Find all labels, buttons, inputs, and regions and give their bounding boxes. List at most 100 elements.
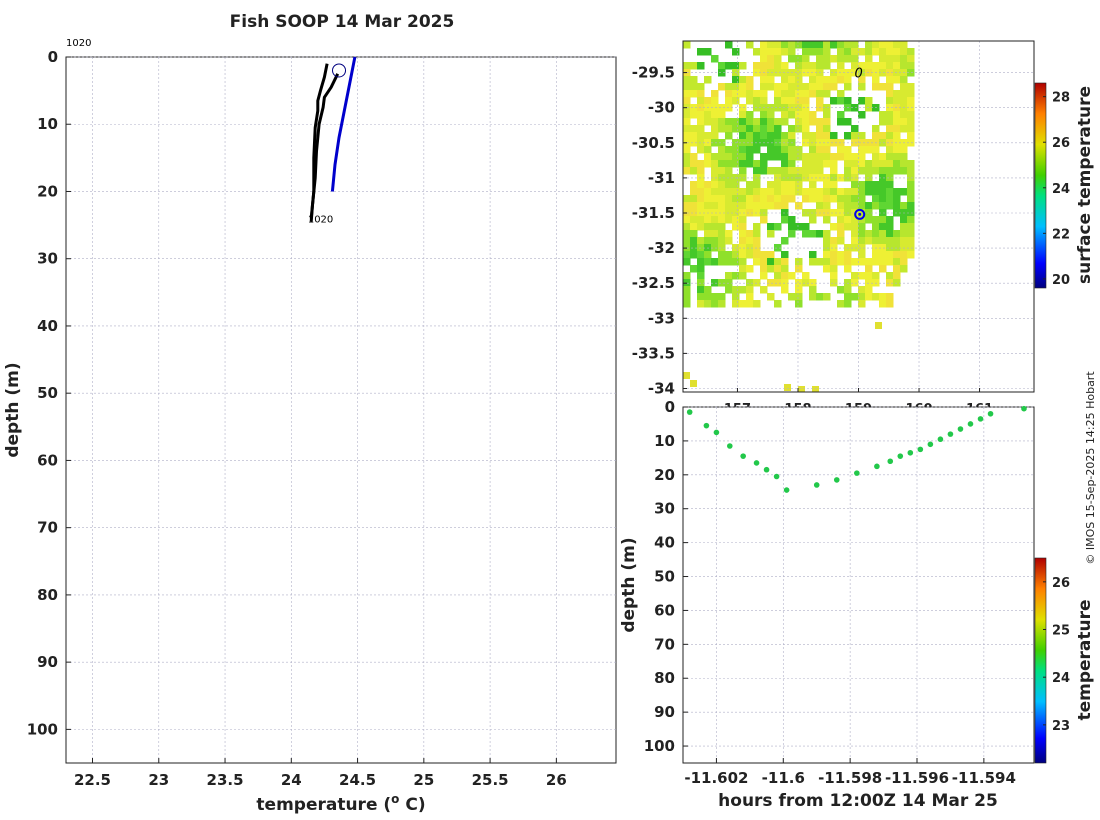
sst-cell xyxy=(872,230,880,238)
sst-cell xyxy=(718,62,726,70)
sst-cell xyxy=(732,118,740,126)
sst-cell xyxy=(823,153,831,161)
scatter-point xyxy=(753,460,760,466)
sst-cell xyxy=(858,293,866,301)
sst-cell xyxy=(711,174,719,182)
sst-cell xyxy=(718,125,726,133)
sst-cell xyxy=(865,286,873,294)
sst-cell xyxy=(886,174,894,182)
sst-cell xyxy=(739,90,747,98)
sst-cell xyxy=(830,237,838,245)
sst-cell xyxy=(900,41,908,49)
sst-cell xyxy=(725,62,733,70)
sst-cell xyxy=(893,125,901,133)
sst-cell xyxy=(697,300,705,308)
scatter-point xyxy=(957,426,964,432)
sst-cell xyxy=(823,41,831,49)
sst-cell xyxy=(872,272,880,280)
sst-cell xyxy=(886,195,894,203)
sst-cell xyxy=(823,48,831,56)
sst-cell xyxy=(753,300,761,308)
sst-cell xyxy=(837,216,845,224)
sst-cell xyxy=(907,188,915,196)
sst-cell xyxy=(893,160,901,168)
sst-cell xyxy=(830,223,838,231)
sst-cell xyxy=(697,132,705,140)
sst-cell xyxy=(886,251,894,259)
sst-cell xyxy=(781,97,789,105)
scatter-y-tick-label: 10 xyxy=(654,432,675,450)
sst-cell xyxy=(858,258,866,266)
sst-cell xyxy=(788,83,796,91)
sst-cell xyxy=(725,125,733,133)
sst-cell xyxy=(837,153,845,161)
sst-cell xyxy=(732,258,740,266)
sst-cell xyxy=(893,90,901,98)
sst-cell xyxy=(690,380,697,387)
sst-cell xyxy=(900,244,908,252)
sst-cell xyxy=(886,125,894,133)
sst-cell xyxy=(844,97,852,105)
sst-cell xyxy=(718,209,726,217)
sst-cell xyxy=(690,237,698,245)
sst-cell xyxy=(858,202,866,210)
sst-cell xyxy=(830,272,838,280)
sst-cell xyxy=(732,76,740,84)
sst-cell xyxy=(746,209,754,217)
sst-cell xyxy=(886,83,894,91)
sst-cell xyxy=(858,223,866,231)
sst-cell xyxy=(900,90,908,98)
sst-cell xyxy=(823,132,831,140)
colorbar-tick-label: 23 xyxy=(1052,719,1070,734)
sst-cell xyxy=(704,181,712,189)
scatter-point xyxy=(703,422,710,429)
sst-cell xyxy=(683,258,691,266)
sst-cell xyxy=(725,167,733,175)
sst-cell xyxy=(753,146,761,154)
sst-cell xyxy=(697,216,705,224)
sst-cell xyxy=(711,244,719,252)
sst-cell xyxy=(802,62,810,70)
sst-cell xyxy=(781,62,789,70)
sst-cell xyxy=(683,286,691,294)
sst-cell xyxy=(697,97,705,105)
sst-cell xyxy=(788,111,796,119)
sst-cell xyxy=(802,55,810,63)
scatter-point xyxy=(927,441,934,448)
sst-cell xyxy=(900,118,908,126)
sst-cell xyxy=(732,181,740,189)
sst-cell xyxy=(704,146,712,154)
sst-cell xyxy=(711,55,719,63)
sst-cell xyxy=(830,41,838,49)
sst-cell xyxy=(802,41,810,49)
profile-x-tick-label: 23.5 xyxy=(207,771,244,789)
sst-cell xyxy=(739,216,747,224)
sst-cell xyxy=(760,83,768,91)
sst-cell xyxy=(872,125,880,133)
sst-cell xyxy=(809,90,817,98)
sst-cell xyxy=(858,230,866,238)
sst-cell xyxy=(802,195,810,203)
sst-cell xyxy=(739,188,747,196)
sst-cell xyxy=(844,41,852,49)
sst-cell xyxy=(781,146,789,154)
sst-cell xyxy=(837,223,845,231)
sst-cell xyxy=(781,167,789,175)
sst-cell xyxy=(844,153,852,161)
sst-cell xyxy=(886,258,894,266)
scatter-point xyxy=(887,458,894,465)
sst-cell xyxy=(718,279,726,287)
sst-cell xyxy=(690,202,698,210)
sst-cell xyxy=(711,202,719,210)
sst-cell xyxy=(809,160,817,168)
sst-cell xyxy=(851,104,859,112)
sst-cell xyxy=(830,188,838,196)
sst-cell xyxy=(893,167,901,175)
sst-cell xyxy=(781,195,789,203)
sst-cell xyxy=(830,76,838,84)
sst-cell xyxy=(774,202,782,210)
sst-cell xyxy=(781,279,789,287)
sst-cell xyxy=(879,48,887,56)
sst-cell xyxy=(704,293,712,301)
sst-cell xyxy=(798,386,805,392)
